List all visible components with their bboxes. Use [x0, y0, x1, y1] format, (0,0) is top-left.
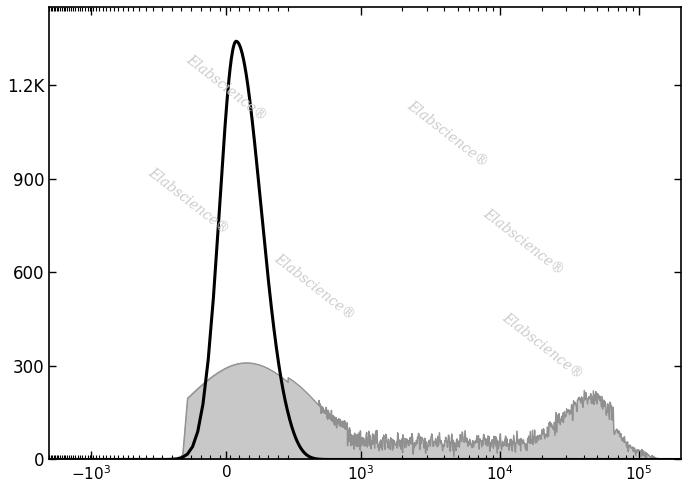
Text: Elabscience®: Elabscience®	[499, 311, 585, 382]
Text: Elabscience®: Elabscience®	[405, 98, 491, 170]
Text: Elabscience®: Elabscience®	[272, 252, 358, 323]
Text: Elabscience®: Elabscience®	[480, 207, 566, 278]
Text: Elabscience®: Elabscience®	[145, 166, 231, 237]
Text: Elabscience®: Elabscience®	[183, 53, 269, 124]
